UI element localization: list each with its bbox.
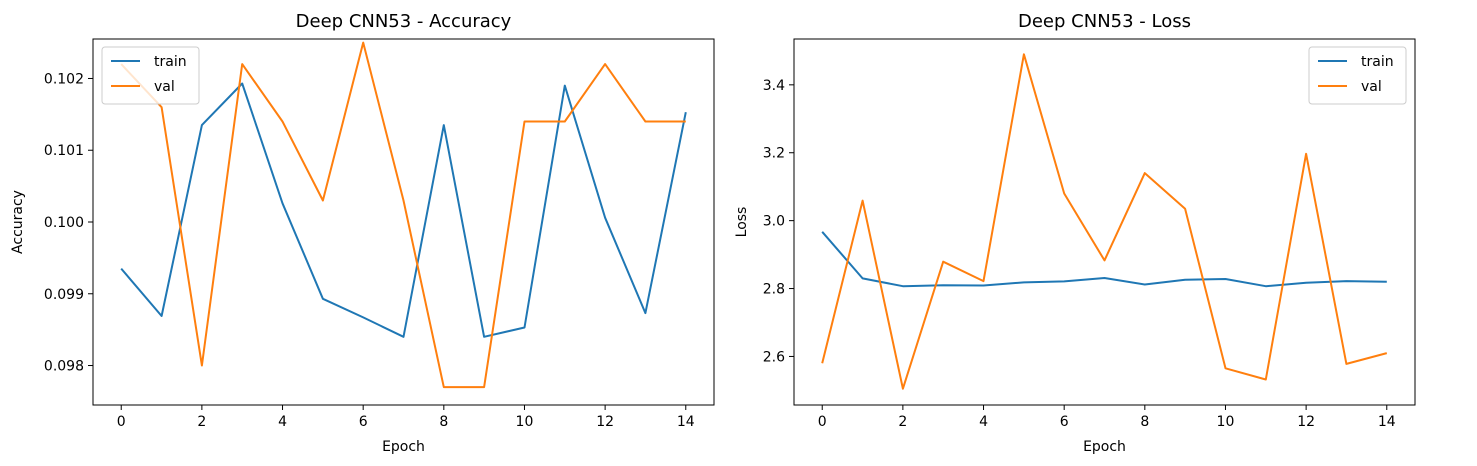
x-tick-label: 0 [818, 414, 827, 430]
series-line-val [821, 53, 1388, 390]
x-tick-label: 4 [278, 414, 287, 430]
legend-label-train: train [154, 54, 187, 70]
series-line-val [120, 41, 686, 389]
y-tick-label: 0.099 [44, 287, 84, 303]
y-axis-label: Accuracy [10, 190, 26, 254]
x-tick-label: 12 [596, 414, 614, 430]
chart-title: Deep CNN53 - Accuracy [296, 11, 512, 32]
y-tick-label: 0.101 [44, 143, 84, 159]
chart-title: Deep CNN53 - Loss [1018, 11, 1191, 32]
x-tick-label: 6 [1060, 414, 1069, 430]
x-tick-label: 10 [1217, 414, 1235, 430]
y-tick-label: 0.098 [44, 359, 84, 375]
x-tick-label: 14 [677, 414, 695, 430]
y-tick-label: 3.4 [763, 78, 785, 94]
series-line-train [821, 231, 1387, 288]
x-axis-label: Epoch [1083, 439, 1126, 455]
chart-1: Deep CNN53 - Loss 0 2 4 6 8 10 12 14 2.6 2.8 3.0 3.2… [734, 11, 1416, 455]
x-tick-label: 0 [117, 414, 126, 430]
x-tick-label: 8 [1140, 414, 1149, 430]
y-tick-label: 3.2 [763, 146, 785, 162]
legend: train val [101, 46, 200, 105]
x-tick-label: 10 [516, 414, 534, 430]
y-tick-label: 3.0 [763, 214, 785, 230]
x-tick-label: 8 [439, 414, 448, 430]
x-tick-label: 4 [979, 414, 988, 430]
legend: train val [1308, 46, 1407, 105]
y-tick-label: 2.8 [763, 282, 785, 298]
x-axis-label: Epoch [382, 439, 425, 455]
y-tick-label: 0.102 [44, 71, 84, 87]
x-tick-label: 6 [359, 414, 368, 430]
chart-0: Deep CNN53 - Accuracy 0 2 4 6 8 10 12 14 0.098 0.0… [10, 11, 715, 455]
y-tick-label: 2.6 [763, 349, 785, 365]
plot-frame [793, 38, 1416, 406]
legend-label-train: train [1361, 54, 1394, 70]
y-axis-label: Loss [734, 207, 750, 238]
x-tick-label: 2 [898, 414, 907, 430]
x-tick-label: 12 [1297, 414, 1315, 430]
legend-label-val: val [154, 79, 175, 95]
series-line-train [120, 82, 687, 338]
legend-label-val: val [1361, 79, 1382, 95]
y-tick-label: 0.100 [44, 215, 84, 231]
x-tick-label: 14 [1378, 414, 1396, 430]
x-tick-label: 2 [197, 414, 206, 430]
